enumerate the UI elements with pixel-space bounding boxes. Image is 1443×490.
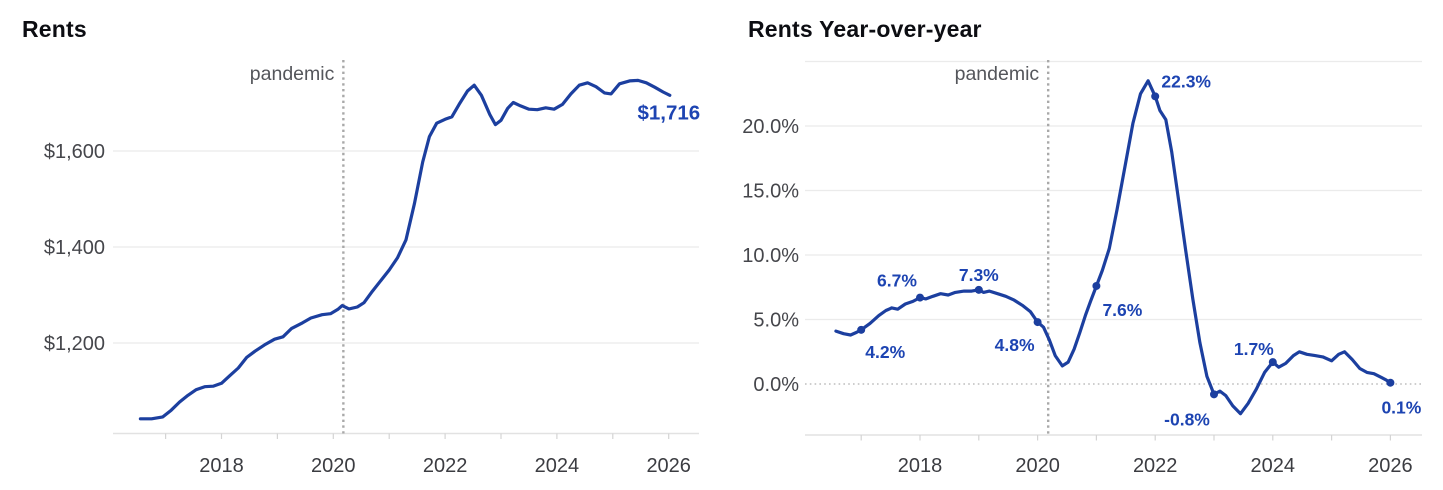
series-end-value-label: $1,716 [637,101,700,124]
y-axis-tick-label: $1,600 [44,141,105,163]
data-point-marker [1210,390,1218,399]
rent-series-line [834,79,1393,416]
x-axis-tick-label: 2026 [1368,455,1413,477]
x-axis-tick-label: 2020 [1015,455,1060,477]
x-axis-tick-label: 2022 [1133,455,1178,477]
data-point-marker [974,285,983,294]
data-point-marker [1268,358,1277,367]
x-axis-tick-label: 2024 [1251,455,1296,477]
x-axis-tick-label: 2020 [311,455,356,477]
data-point-label: 7.6% [1102,300,1142,320]
data-point-marker [1151,92,1160,101]
x-axis-tick-label: 2018 [199,455,244,477]
y-axis-tick-label: 20.0% [742,116,799,138]
data-point-label: 4.2% [865,342,905,362]
data-point-label: 4.8% [995,335,1035,355]
data-point-label: -0.8% [1164,409,1210,429]
x-axis-tick-label: 2018 [898,455,943,477]
rent-series-line [138,78,672,421]
data-point-marker [1092,281,1101,290]
data-point-label: 1.7% [1234,339,1274,359]
y-axis-tick-label: $1,200 [44,333,105,355]
pandemic-label: pandemic [955,63,1040,85]
data-point-marker [1033,318,1042,327]
chart-rents-title: Rents [22,16,87,42]
data-point-marker [1386,378,1395,387]
data-point-label: 6.7% [877,271,917,291]
x-axis-tick-label: 2026 [646,455,691,477]
x-axis-tick-label: 2024 [535,455,580,477]
data-point-label: 0.1% [1381,398,1421,418]
data-point-marker [916,293,924,302]
y-axis-tick-label: $1,400 [44,237,105,259]
y-axis-tick-label: 15.0% [742,181,799,203]
y-axis-tick-label: 5.0% [753,310,799,332]
x-axis-tick-label: 2022 [423,455,468,477]
y-axis-tick-label: 0.0% [753,374,799,396]
chart-rents-yoy-title: Rents Year-over-year [748,16,982,42]
data-point-marker [857,325,866,334]
data-point-label: 22.3% [1161,71,1211,91]
y-axis-tick-label: 10.0% [742,245,799,267]
data-point-label: 7.3% [959,265,999,285]
pandemic-label: pandemic [250,63,335,85]
